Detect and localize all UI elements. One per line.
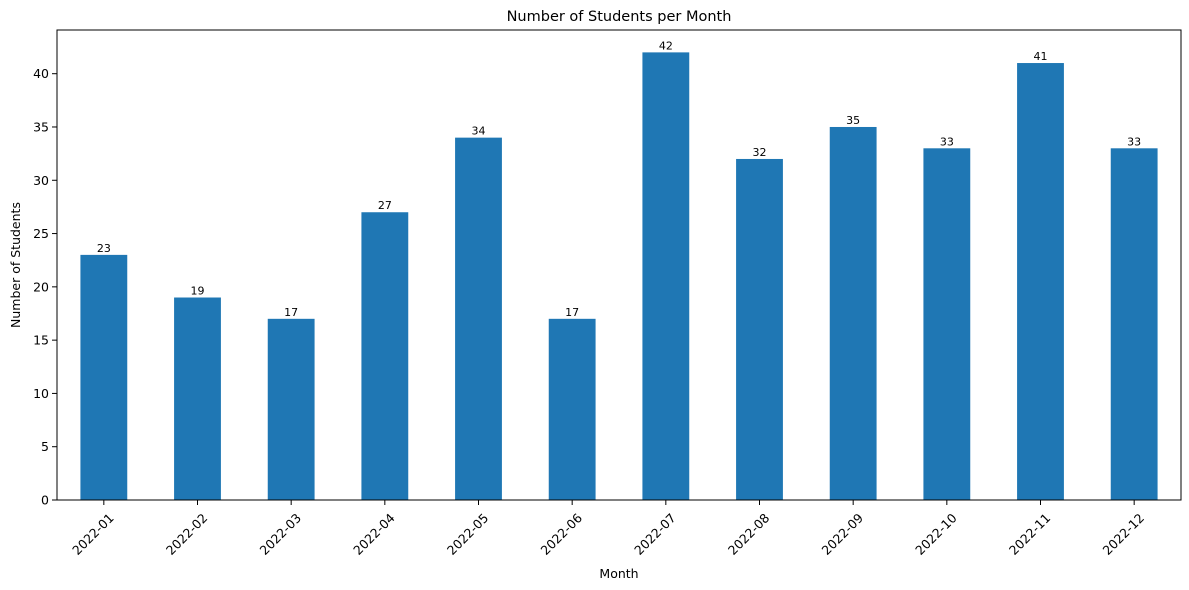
data-label-2022-08: 32 [753, 146, 767, 159]
data-label-2022-09: 35 [846, 114, 860, 127]
data-label-2022-02: 19 [191, 285, 205, 298]
plot-frame [56, 29, 1182, 501]
y-tick-label-30: 30 [33, 173, 49, 188]
bar-2022-03 [267, 318, 315, 500]
bar-2022-06 [548, 318, 596, 500]
bar-2022-07 [642, 52, 690, 500]
bar-2022-10 [923, 148, 971, 501]
data-label-2022-11: 41 [1034, 50, 1048, 63]
data-label-2022-05: 34 [472, 125, 486, 138]
bar-2022-04 [361, 212, 409, 501]
y-tick-label-20: 20 [33, 279, 49, 294]
chart-title: Number of Students per Month [507, 9, 732, 25]
bars-group [80, 52, 1158, 501]
bar-2022-12 [1110, 148, 1158, 501]
data-label-2022-04: 27 [378, 199, 392, 212]
x-axis-label: Month [599, 566, 638, 581]
y-tick-label-10: 10 [33, 386, 49, 401]
bar-2022-02 [174, 297, 221, 500]
y-tick-label-35: 35 [33, 119, 49, 134]
data-label-2022-06: 17 [565, 306, 579, 319]
bar-2022-08 [736, 158, 783, 500]
y-tick-label-15: 15 [33, 333, 49, 348]
y-tick-label-25: 25 [33, 226, 49, 241]
y-axis-label: Number of Students [8, 202, 23, 328]
y-tick-label-40: 40 [33, 66, 49, 81]
data-label-2022-03: 17 [284, 306, 298, 319]
data-label-2022-01: 23 [97, 242, 111, 255]
bar-2022-01 [80, 254, 128, 500]
bar-2022-11 [1017, 63, 1064, 500]
data-labels-group: 23 19 17 27 34 17 42 32 35 33 41 33 [97, 39, 1141, 318]
bar-2022-05 [455, 137, 502, 500]
y-axis: 0 5 10 15 20 25 30 35 40 [33, 66, 57, 508]
data-label-2022-07: 42 [659, 39, 673, 52]
y-tick-label-0: 0 [41, 493, 49, 508]
bar-2022-09 [829, 126, 877, 500]
data-label-2022-12: 33 [1127, 135, 1141, 148]
data-label-2022-10: 33 [940, 135, 954, 148]
y-tick-label-5: 5 [41, 439, 49, 454]
